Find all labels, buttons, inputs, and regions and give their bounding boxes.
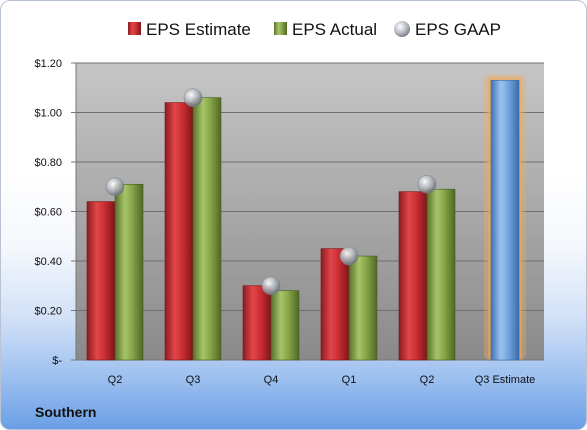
- bar-eps-actual: [192, 97, 222, 361]
- x-tick-label: Q1: [342, 374, 357, 386]
- legend-item-estimate: EPS Estimate: [128, 20, 251, 39]
- marker-eps-gaap: [261, 276, 281, 295]
- marker-eps-gaap: [105, 177, 125, 196]
- y-axis: $- $0.20 $0.40 $0.60 $0.80 $1.00 $1.20: [34, 58, 77, 367]
- bar-eps-estimate: [398, 191, 428, 361]
- y-tick-label: $0.20: [34, 306, 62, 318]
- bar-eps-actual: [114, 183, 144, 361]
- legend-label-gaap: EPS GAAP: [415, 20, 501, 39]
- bars: [86, 74, 526, 361]
- x-axis: Q2 Q3 Q4 Q1 Q2 Q3 Estimate: [108, 374, 536, 386]
- x-tick-label: Q2: [420, 374, 435, 386]
- bar-eps-actual: [426, 188, 456, 361]
- legend-label-estimate: EPS Estimate: [146, 20, 251, 39]
- y-tick-label: $0.80: [34, 157, 62, 169]
- bar-eps-actual: [270, 290, 300, 361]
- gaap-markers: [105, 88, 437, 295]
- legend-label-actual: EPS Actual: [292, 20, 377, 39]
- x-tick-label: Q3 Estimate: [475, 374, 536, 386]
- legend-swatch-actual: [274, 22, 287, 35]
- legend: EPS Estimate EPS Actual EPS GAAP: [128, 20, 501, 39]
- bar-eps-actual: [348, 255, 378, 361]
- legend-item-gaap: EPS GAAP: [394, 20, 501, 39]
- legend-marker-gaap: [394, 21, 410, 37]
- y-tick-label: $1.20: [34, 58, 62, 70]
- x-tick-label: Q2: [108, 374, 123, 386]
- y-tick-label: $0.60: [34, 207, 62, 219]
- y-tick-label: $-: [52, 355, 62, 367]
- bar-forecast: [490, 80, 520, 361]
- bar-eps-estimate: [320, 248, 350, 361]
- marker-eps-gaap: [339, 246, 359, 266]
- marker-eps-gaap: [417, 175, 437, 194]
- legend-swatch-estimate: [128, 22, 141, 35]
- legend-item-actual: EPS Actual: [274, 20, 377, 39]
- bar-eps-estimate: [164, 102, 194, 361]
- x-tick-label: Q3: [186, 374, 201, 386]
- y-tick-label: $0.40: [34, 256, 62, 268]
- marker-eps-gaap: [183, 88, 203, 107]
- bar-eps-estimate: [86, 201, 116, 361]
- y-tick-label: $1.00: [34, 108, 62, 120]
- gridlines: [76, 62, 544, 361]
- bar-eps-estimate: [242, 285, 272, 361]
- x-tick-label: Q4: [264, 374, 279, 386]
- company-name: Southern: [35, 404, 97, 420]
